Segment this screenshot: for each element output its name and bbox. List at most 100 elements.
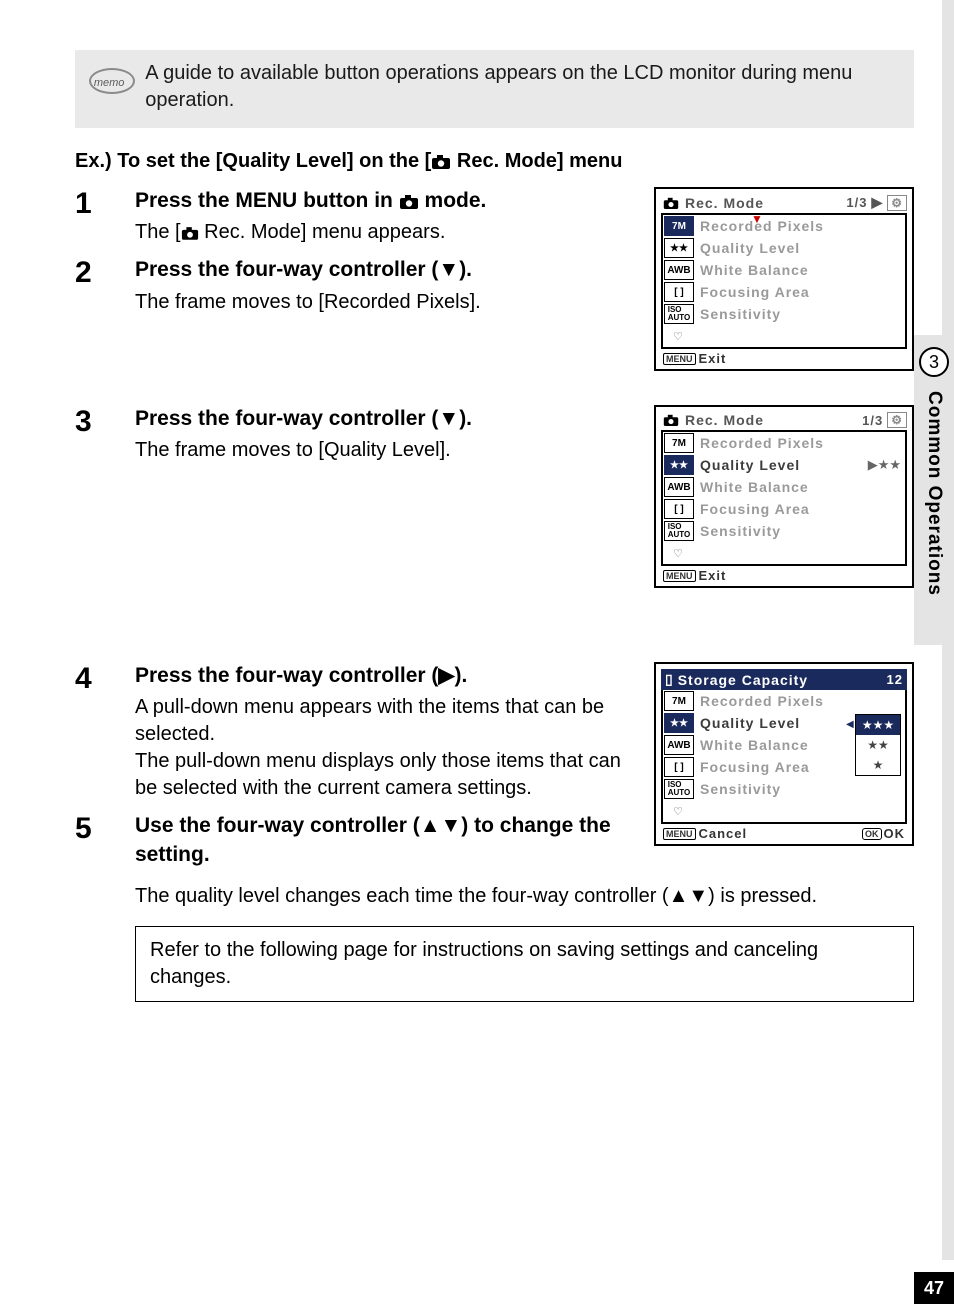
menu-screen-2: Rec. Mode 1/3 ⚙ 7M Recorded Pixels ★★ Qual… bbox=[654, 405, 914, 588]
dropdown-item: ★ bbox=[856, 755, 900, 775]
memo-label: memo bbox=[94, 77, 125, 89]
screen-header: Rec. Mode 1/3 ⚙ bbox=[661, 412, 907, 430]
row-label: White Balance bbox=[700, 737, 809, 753]
row-icon: ISOAUTO bbox=[664, 521, 694, 541]
screen-list: 7M Recorded Pixels ★★ Quality Level AWB Whi… bbox=[661, 690, 907, 824]
card-icon: ▯ bbox=[665, 671, 674, 688]
screen-footer: MENU Cancel OK OK bbox=[661, 824, 907, 841]
screen-footer: MENU Exit bbox=[661, 349, 907, 366]
row-icon: AWB bbox=[664, 477, 694, 497]
step-3: 3 Press the four-way controller (▼). The… bbox=[75, 405, 636, 464]
row-label: Sensitivity bbox=[700, 523, 781, 539]
screen-title: Rec. Mode bbox=[685, 195, 764, 211]
quality-dropdown: ◀ ★★★ ★★ ★ bbox=[855, 714, 901, 776]
row-icon: ISOAUTO bbox=[664, 304, 694, 324]
memo-box: memo A guide to available button operati… bbox=[75, 50, 914, 128]
step-1-desc: The [ Rec. Mode] menu appears. bbox=[135, 219, 636, 246]
screen-title: Storage Capacity bbox=[678, 672, 808, 688]
chapter-tab: 3 Common Operations bbox=[914, 335, 954, 645]
down-arrow-icon: ▼ bbox=[751, 212, 764, 226]
row-icon: [ ] bbox=[664, 757, 694, 777]
memo-text: A guide to available button operations a… bbox=[145, 60, 894, 114]
row-icon: [ ] bbox=[664, 282, 694, 302]
row-label: White Balance bbox=[700, 479, 809, 495]
screen-header: Rec. Mode 1/3 ▶ ⚙ ▼ bbox=[661, 194, 907, 213]
menu-screen-3: ▯ Storage Capacity 12 7M Recorded Pixels … bbox=[654, 662, 914, 846]
heart-icon: ♡ bbox=[663, 330, 693, 343]
right-arrow-icon: ▶ bbox=[871, 194, 883, 211]
capacity-count: 12 bbox=[887, 672, 903, 687]
step-num-3: 3 bbox=[75, 405, 135, 464]
camera-icon bbox=[663, 414, 679, 426]
row-label: Quality Level bbox=[700, 240, 800, 256]
row-label: Quality Level bbox=[700, 715, 800, 731]
ex-suffix: Rec. Mode] menu bbox=[451, 150, 622, 172]
step-5: 5 Use the four-way controller (▲▼) to ch… bbox=[75, 812, 636, 869]
step-2: 2 Press the four-way controller (▼). The… bbox=[75, 256, 636, 315]
ex-prefix: Ex.) To set the [Quality Level] on the [ bbox=[75, 150, 431, 172]
row-icon: ★★ bbox=[664, 455, 694, 475]
tools-tab-icon: ⚙ bbox=[887, 412, 907, 428]
screen-list: 7MRecorded Pixels ★★Quality Level AWBWhi… bbox=[661, 213, 907, 349]
step-4-desc: A pull-down menu appears with the items … bbox=[135, 694, 636, 802]
chapter-number: 3 bbox=[919, 347, 949, 377]
screen-footer: MENU Exit bbox=[661, 566, 907, 583]
row-icon: AWB bbox=[664, 735, 694, 755]
dropdown-item: ★★★ bbox=[856, 715, 900, 735]
row-label: Focusing Area bbox=[700, 284, 810, 300]
row-icon: ★★ bbox=[664, 238, 694, 258]
refer-box: Refer to the following page for instruct… bbox=[135, 926, 914, 1002]
step-2-desc: The frame moves to [Recorded Pixels]. bbox=[135, 289, 636, 316]
step-num-1: 1 bbox=[75, 187, 135, 246]
row-label: Recorded Pixels bbox=[700, 435, 824, 451]
screen-page: 1/3 bbox=[846, 195, 867, 210]
row-icon: AWB bbox=[664, 260, 694, 280]
footer-cancel: Cancel bbox=[699, 826, 748, 841]
row-label: Sensitivity bbox=[700, 306, 781, 322]
row-icon: 7M bbox=[664, 216, 694, 236]
camera-icon bbox=[399, 194, 419, 209]
screen-header: ▯ Storage Capacity 12 bbox=[661, 669, 907, 690]
row-icon: ★★ bbox=[664, 713, 694, 733]
step-3-desc: The frame moves to [Quality Level]. bbox=[135, 437, 636, 464]
row-icon: [ ] bbox=[664, 499, 694, 519]
row-icon: ISOAUTO bbox=[664, 779, 694, 799]
step-2-title: Press the four-way controller (▼). bbox=[135, 256, 636, 284]
row-label: Focusing Area bbox=[700, 501, 810, 517]
heart-icon: ♡ bbox=[663, 547, 693, 560]
ok-badge: OK bbox=[862, 828, 882, 840]
left-arrow-icon: ◀ bbox=[846, 719, 854, 730]
tools-tab-icon: ⚙ bbox=[887, 195, 907, 211]
step-1-title: Press the MENU button in mode. bbox=[135, 187, 636, 215]
heart-icon: ♡ bbox=[663, 805, 693, 818]
menu-badge: MENU bbox=[663, 828, 696, 840]
page-number: 47 bbox=[914, 1272, 954, 1304]
row-icon: 7M bbox=[664, 433, 694, 453]
example-heading: Ex.) To set the [Quality Level] on the [… bbox=[75, 150, 914, 173]
screen-list: 7M Recorded Pixels ★★ Quality Level ▶★★ AWB… bbox=[661, 430, 907, 566]
camera-icon bbox=[431, 154, 451, 169]
screen-page: 1/3 bbox=[862, 413, 883, 428]
row-value: ▶★★ bbox=[868, 457, 905, 473]
step-5-desc: The quality level changes each time the … bbox=[135, 883, 914, 910]
step-3-title: Press the four-way controller (▼). bbox=[135, 405, 636, 433]
dropdown-item: ★★ bbox=[856, 735, 900, 755]
row-label: Quality Level bbox=[700, 457, 800, 473]
step-5-title: Use the four-way controller (▲▼) to chan… bbox=[135, 812, 636, 869]
row-icon: 7M bbox=[664, 691, 694, 711]
chapter-label: Common Operations bbox=[923, 391, 945, 596]
footer-ok: OK bbox=[884, 826, 906, 841]
footer-exit: Exit bbox=[699, 568, 727, 583]
step-num-2: 2 bbox=[75, 256, 135, 315]
row-label: Sensitivity bbox=[700, 781, 781, 797]
menu-screen-1: Rec. Mode 1/3 ▶ ⚙ ▼ 7MRecorded Pixels ★★… bbox=[654, 187, 914, 371]
step-4-title: Press the four-way controller (▶). bbox=[135, 662, 636, 690]
memo-icon: memo bbox=[83, 60, 135, 98]
step-4: 4 Press the four-way controller (▶). A p… bbox=[75, 662, 636, 802]
step-1: 1 Press the MENU button in mode. The [ R… bbox=[75, 187, 636, 246]
camera-icon bbox=[663, 197, 679, 209]
screen-title: Rec. Mode bbox=[685, 412, 764, 428]
row-label: Recorded Pixels bbox=[700, 693, 824, 709]
menu-badge: MENU bbox=[663, 353, 696, 365]
menu-badge: MENU bbox=[663, 570, 696, 582]
